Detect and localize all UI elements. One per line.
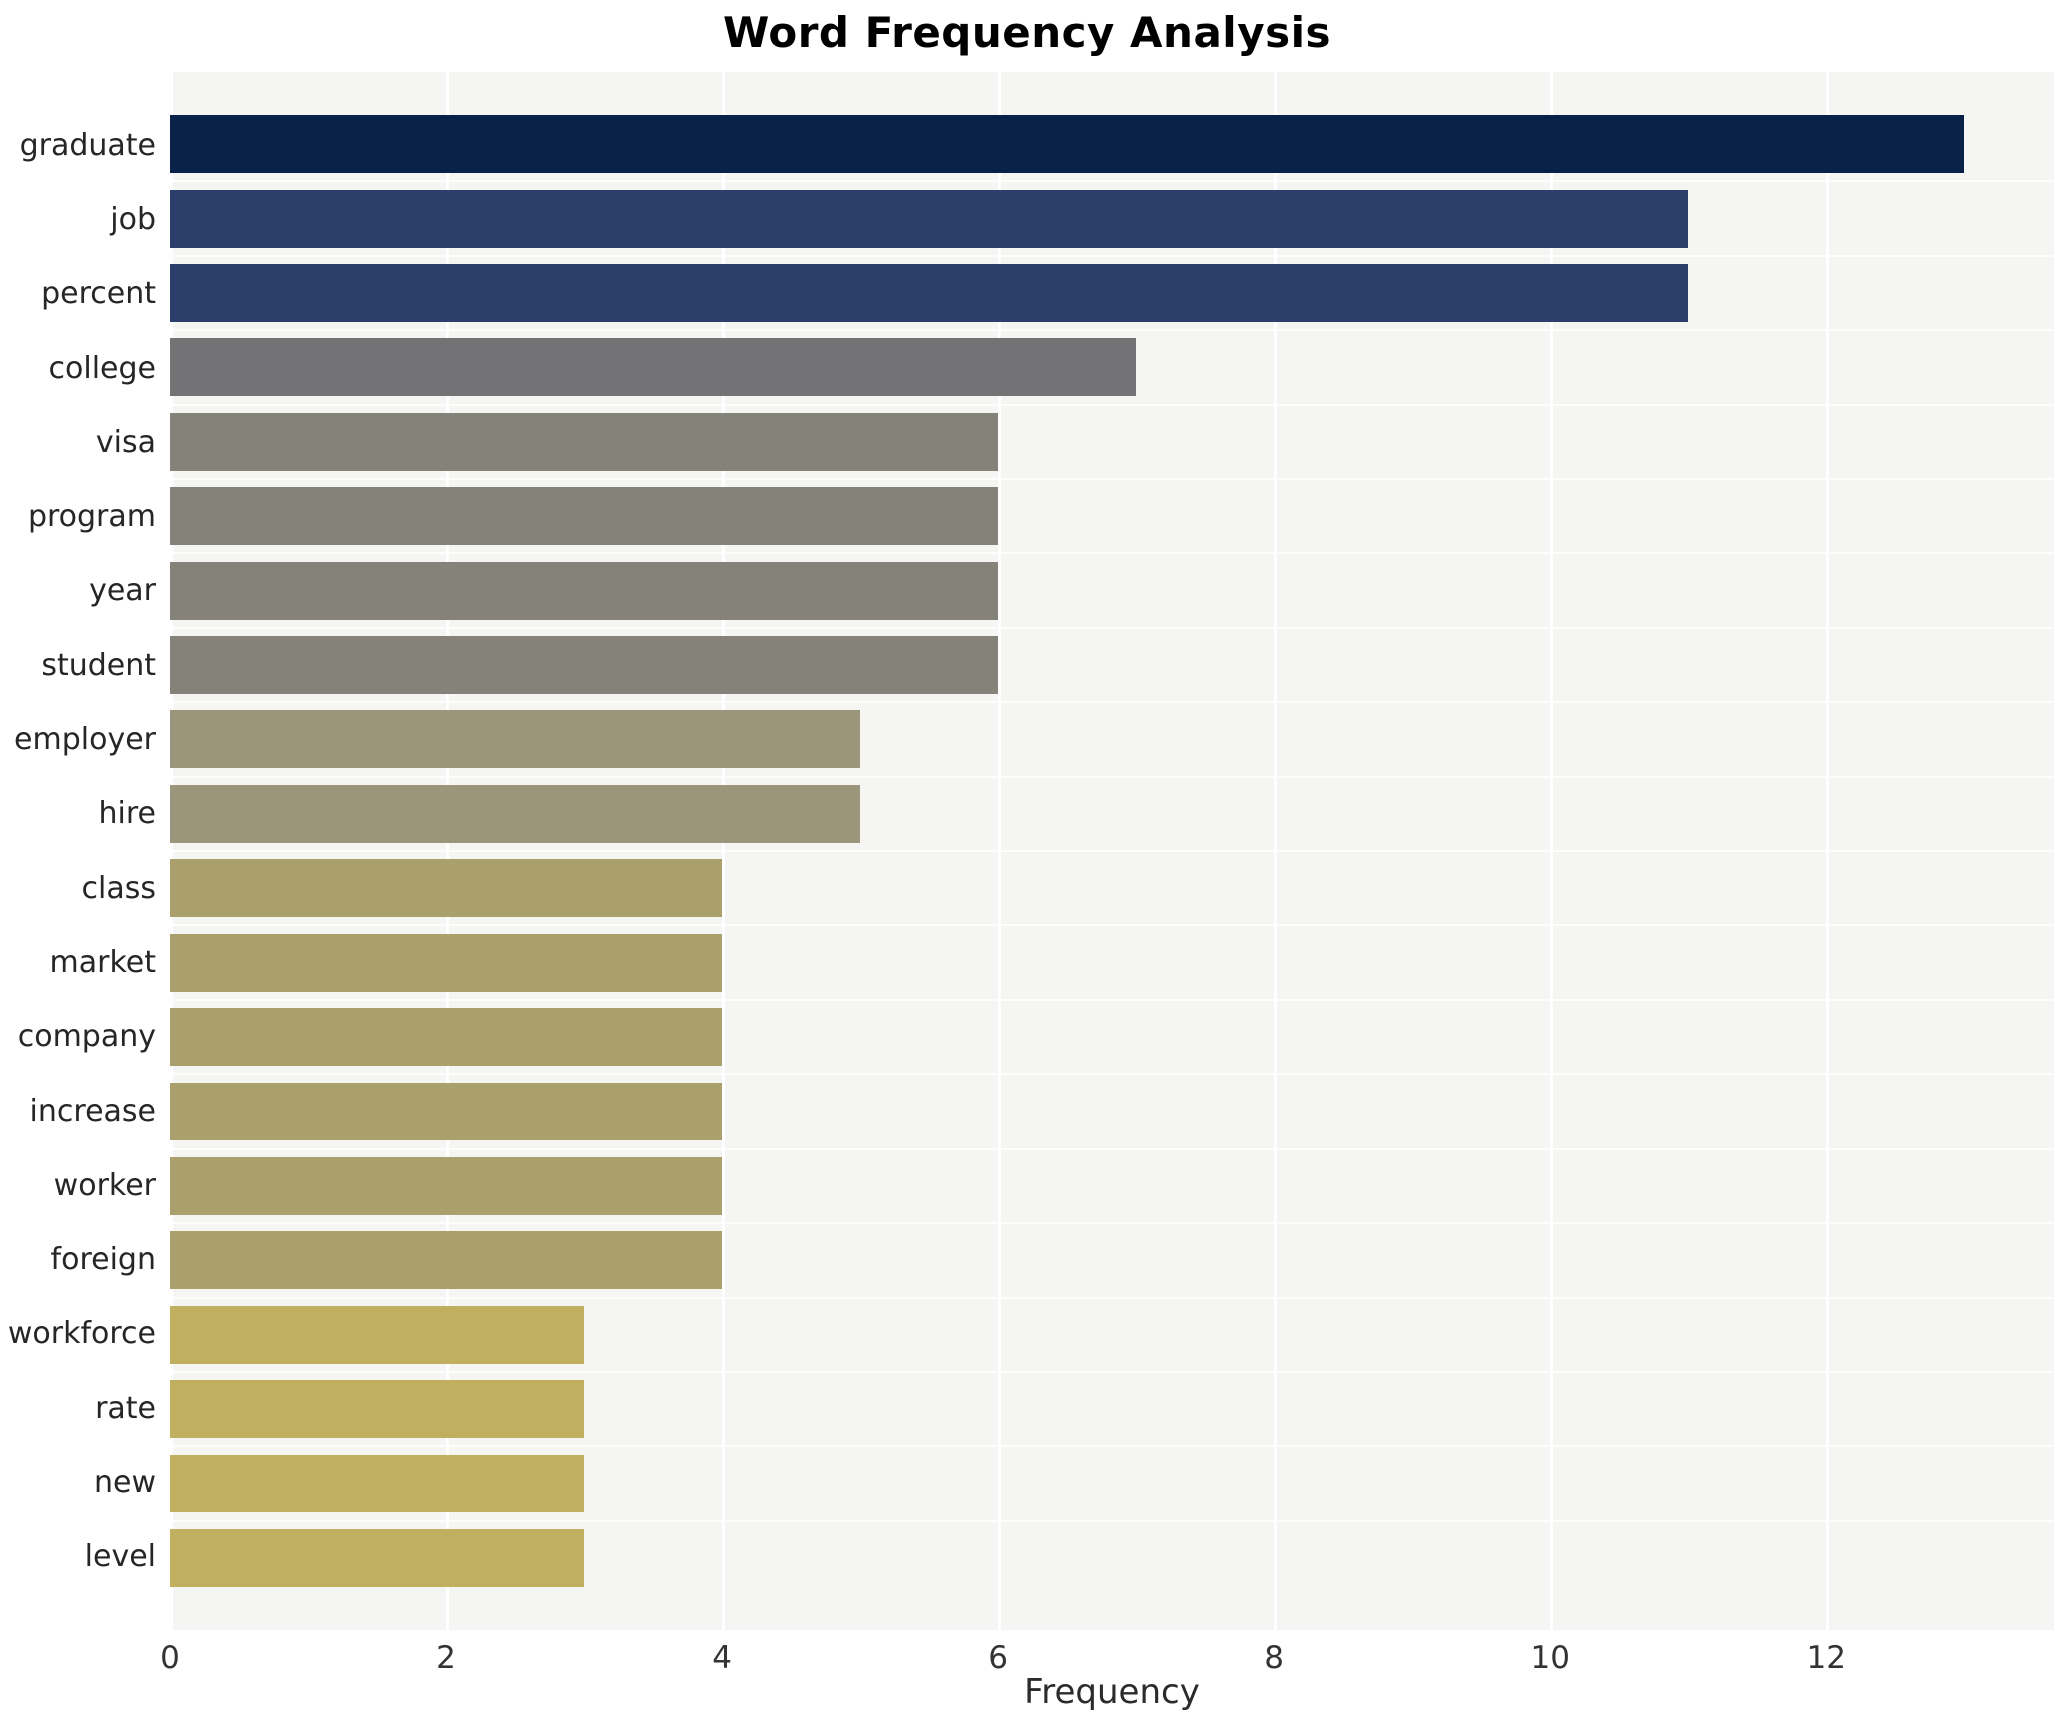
y-tick-label-company: company: [17, 1019, 156, 1055]
x-tick-label: 6: [988, 1640, 1008, 1676]
y-tick-label-hire: hire: [98, 796, 156, 832]
x-tick-label: 0: [160, 1640, 180, 1676]
y-tick-label-new: new: [93, 1464, 156, 1500]
y-tick-label-visa: visa: [95, 424, 156, 460]
y-tick-label-graduate: graduate: [19, 127, 156, 163]
bar-job: [170, 189, 1689, 248]
bar-slot: [170, 626, 2054, 701]
bar-slot: [170, 1073, 2054, 1147]
plot-area: [170, 72, 2054, 1630]
bar-visa: [170, 412, 999, 471]
bar-employer: [170, 710, 861, 769]
bar-slot: [170, 552, 2054, 626]
y-tick-label-worker: worker: [53, 1167, 156, 1203]
bar-slot: [170, 478, 2054, 552]
y-tick-label-increase: increase: [29, 1093, 156, 1129]
x-axis-title: Frequency: [1024, 1672, 1200, 1710]
bar-slot: [170, 924, 2054, 998]
bar-slot: [170, 1370, 2054, 1445]
bar-graduate: [170, 115, 1965, 174]
x-tick-label: 2: [436, 1640, 456, 1676]
bar-market: [170, 933, 723, 992]
bar-slot: [170, 1445, 2054, 1519]
y-tick-label-rate: rate: [95, 1390, 156, 1426]
bar-rate: [170, 1380, 585, 1439]
y-tick-label-program: program: [27, 499, 156, 535]
x-tick-label: 10: [1530, 1640, 1570, 1676]
bar-college: [170, 338, 1137, 397]
bar-slot: [170, 108, 2054, 180]
bar-slot: [170, 850, 2054, 924]
bar-class: [170, 859, 723, 918]
bar-slot: [170, 254, 2054, 329]
y-tick-label-foreign: foreign: [50, 1242, 156, 1278]
x-tick-label: 8: [1264, 1640, 1285, 1676]
bar-workforce: [170, 1305, 585, 1364]
bar-slot: [170, 998, 2054, 1073]
y-tick-label-year: year: [89, 573, 156, 609]
bar-slot: [170, 403, 2054, 478]
bar-level: [170, 1528, 585, 1587]
bar-slot: [170, 775, 2054, 850]
bar-new: [170, 1454, 585, 1513]
chart-title: Word Frequency Analysis: [723, 8, 1331, 57]
bar-increase: [170, 1082, 723, 1141]
bar-student: [170, 636, 999, 694]
bar-foreign: [170, 1231, 723, 1290]
bar-program: [170, 487, 999, 546]
y-tick-label-workforce: workforce: [7, 1316, 156, 1352]
bar-year: [170, 561, 999, 620]
bars-container: [170, 108, 2054, 1594]
bar-hire: [170, 784, 861, 843]
y-axis-labels: graduate job percent college visa program year…: [0, 108, 156, 1594]
bar-percent: [170, 264, 1689, 322]
y-tick-label-student: student: [41, 647, 156, 683]
bar-slot: [170, 1222, 2054, 1296]
bar-slot: [170, 1147, 2054, 1222]
bar-worker: [170, 1156, 723, 1215]
bar-slot: [170, 1296, 2054, 1371]
bar-slot: [170, 329, 2054, 403]
y-tick-label-market: market: [49, 944, 156, 980]
x-tick-label: 12: [1806, 1640, 1846, 1676]
y-tick-label-class: class: [81, 870, 156, 906]
bar-slot: [170, 701, 2054, 775]
x-tick-label: 4: [712, 1640, 732, 1676]
bar-company: [170, 1008, 723, 1067]
y-tick-label-percent: percent: [41, 276, 156, 312]
y-tick-label-college: college: [48, 350, 156, 386]
bar-slot: [170, 180, 2054, 254]
y-tick-label-level: level: [84, 1539, 156, 1575]
bar-slot: [170, 1519, 2054, 1594]
x-axis-ticks: 0 2 4 6 8 10 12: [160, 1640, 2054, 1678]
y-tick-label-job: job: [110, 201, 156, 237]
y-tick-label-employer: employer: [14, 722, 156, 758]
